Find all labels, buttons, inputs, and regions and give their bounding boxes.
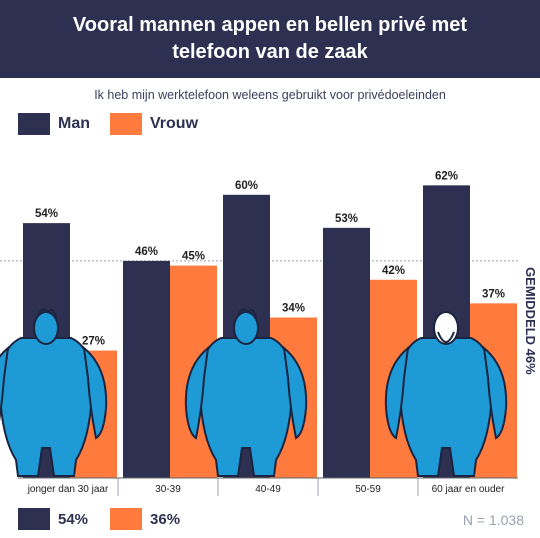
data-label-man-4: 62% bbox=[435, 170, 458, 182]
header-banner: Vooral mannen appen en bellen privé met … bbox=[0, 0, 540, 78]
data-label-vrouw-3: 42% bbox=[382, 265, 405, 277]
category-label-3: 50-59 bbox=[355, 484, 381, 495]
footer-swatch-man bbox=[18, 508, 50, 530]
category-label-2: 40-49 bbox=[255, 484, 281, 495]
bar-man-1 bbox=[123, 260, 170, 478]
data-label-vrouw-2: 34% bbox=[282, 303, 305, 315]
person-figure-0 bbox=[0, 308, 108, 477]
data-label-man-0: 54% bbox=[35, 208, 58, 220]
footer-total-vrouw: 36% bbox=[150, 510, 181, 528]
category-label-4: 60 jaar en ouder bbox=[432, 484, 506, 495]
sample-size-label: N = 1.038 bbox=[462, 512, 524, 528]
person-figure-2 bbox=[184, 308, 308, 477]
footer-totals: 54% 36% bbox=[18, 508, 202, 530]
chart-subtitle: Ik heb mijn werktelefoon weleens gebruik… bbox=[94, 88, 446, 102]
data-label-vrouw-4: 37% bbox=[482, 288, 505, 300]
person-figure-4 bbox=[384, 311, 508, 477]
legend-label-man: Man bbox=[58, 115, 90, 132]
legend-label-vrouw: Vrouw bbox=[150, 115, 199, 132]
page-title: Vooral mannen appen en bellen privé met … bbox=[72, 14, 468, 63]
average-label: GEMIDDELD 46% bbox=[523, 267, 538, 375]
legend-swatch-man bbox=[18, 113, 50, 135]
footer-total-man: 54% bbox=[58, 510, 89, 528]
footer-swatch-vrouw bbox=[110, 508, 143, 530]
category-label-1: 30-39 bbox=[155, 484, 181, 495]
data-label-man-2: 60% bbox=[235, 180, 258, 192]
data-label-man-3: 53% bbox=[335, 213, 358, 225]
data-label-vrouw-0: 27% bbox=[82, 336, 105, 348]
bar-man-3 bbox=[323, 227, 370, 478]
data-label-vrouw-1: 45% bbox=[182, 251, 205, 263]
legend: Man Vrouw bbox=[18, 113, 218, 135]
legend-swatch-vrouw bbox=[110, 113, 142, 135]
category-label-0: jonger dan 30 jaar bbox=[27, 484, 109, 495]
bar-chart: 54% 27% jonger dan 30 jaar 46% 45% 30-39 60% 34… bbox=[0, 170, 538, 496]
data-label-man-1: 46% bbox=[135, 246, 158, 258]
